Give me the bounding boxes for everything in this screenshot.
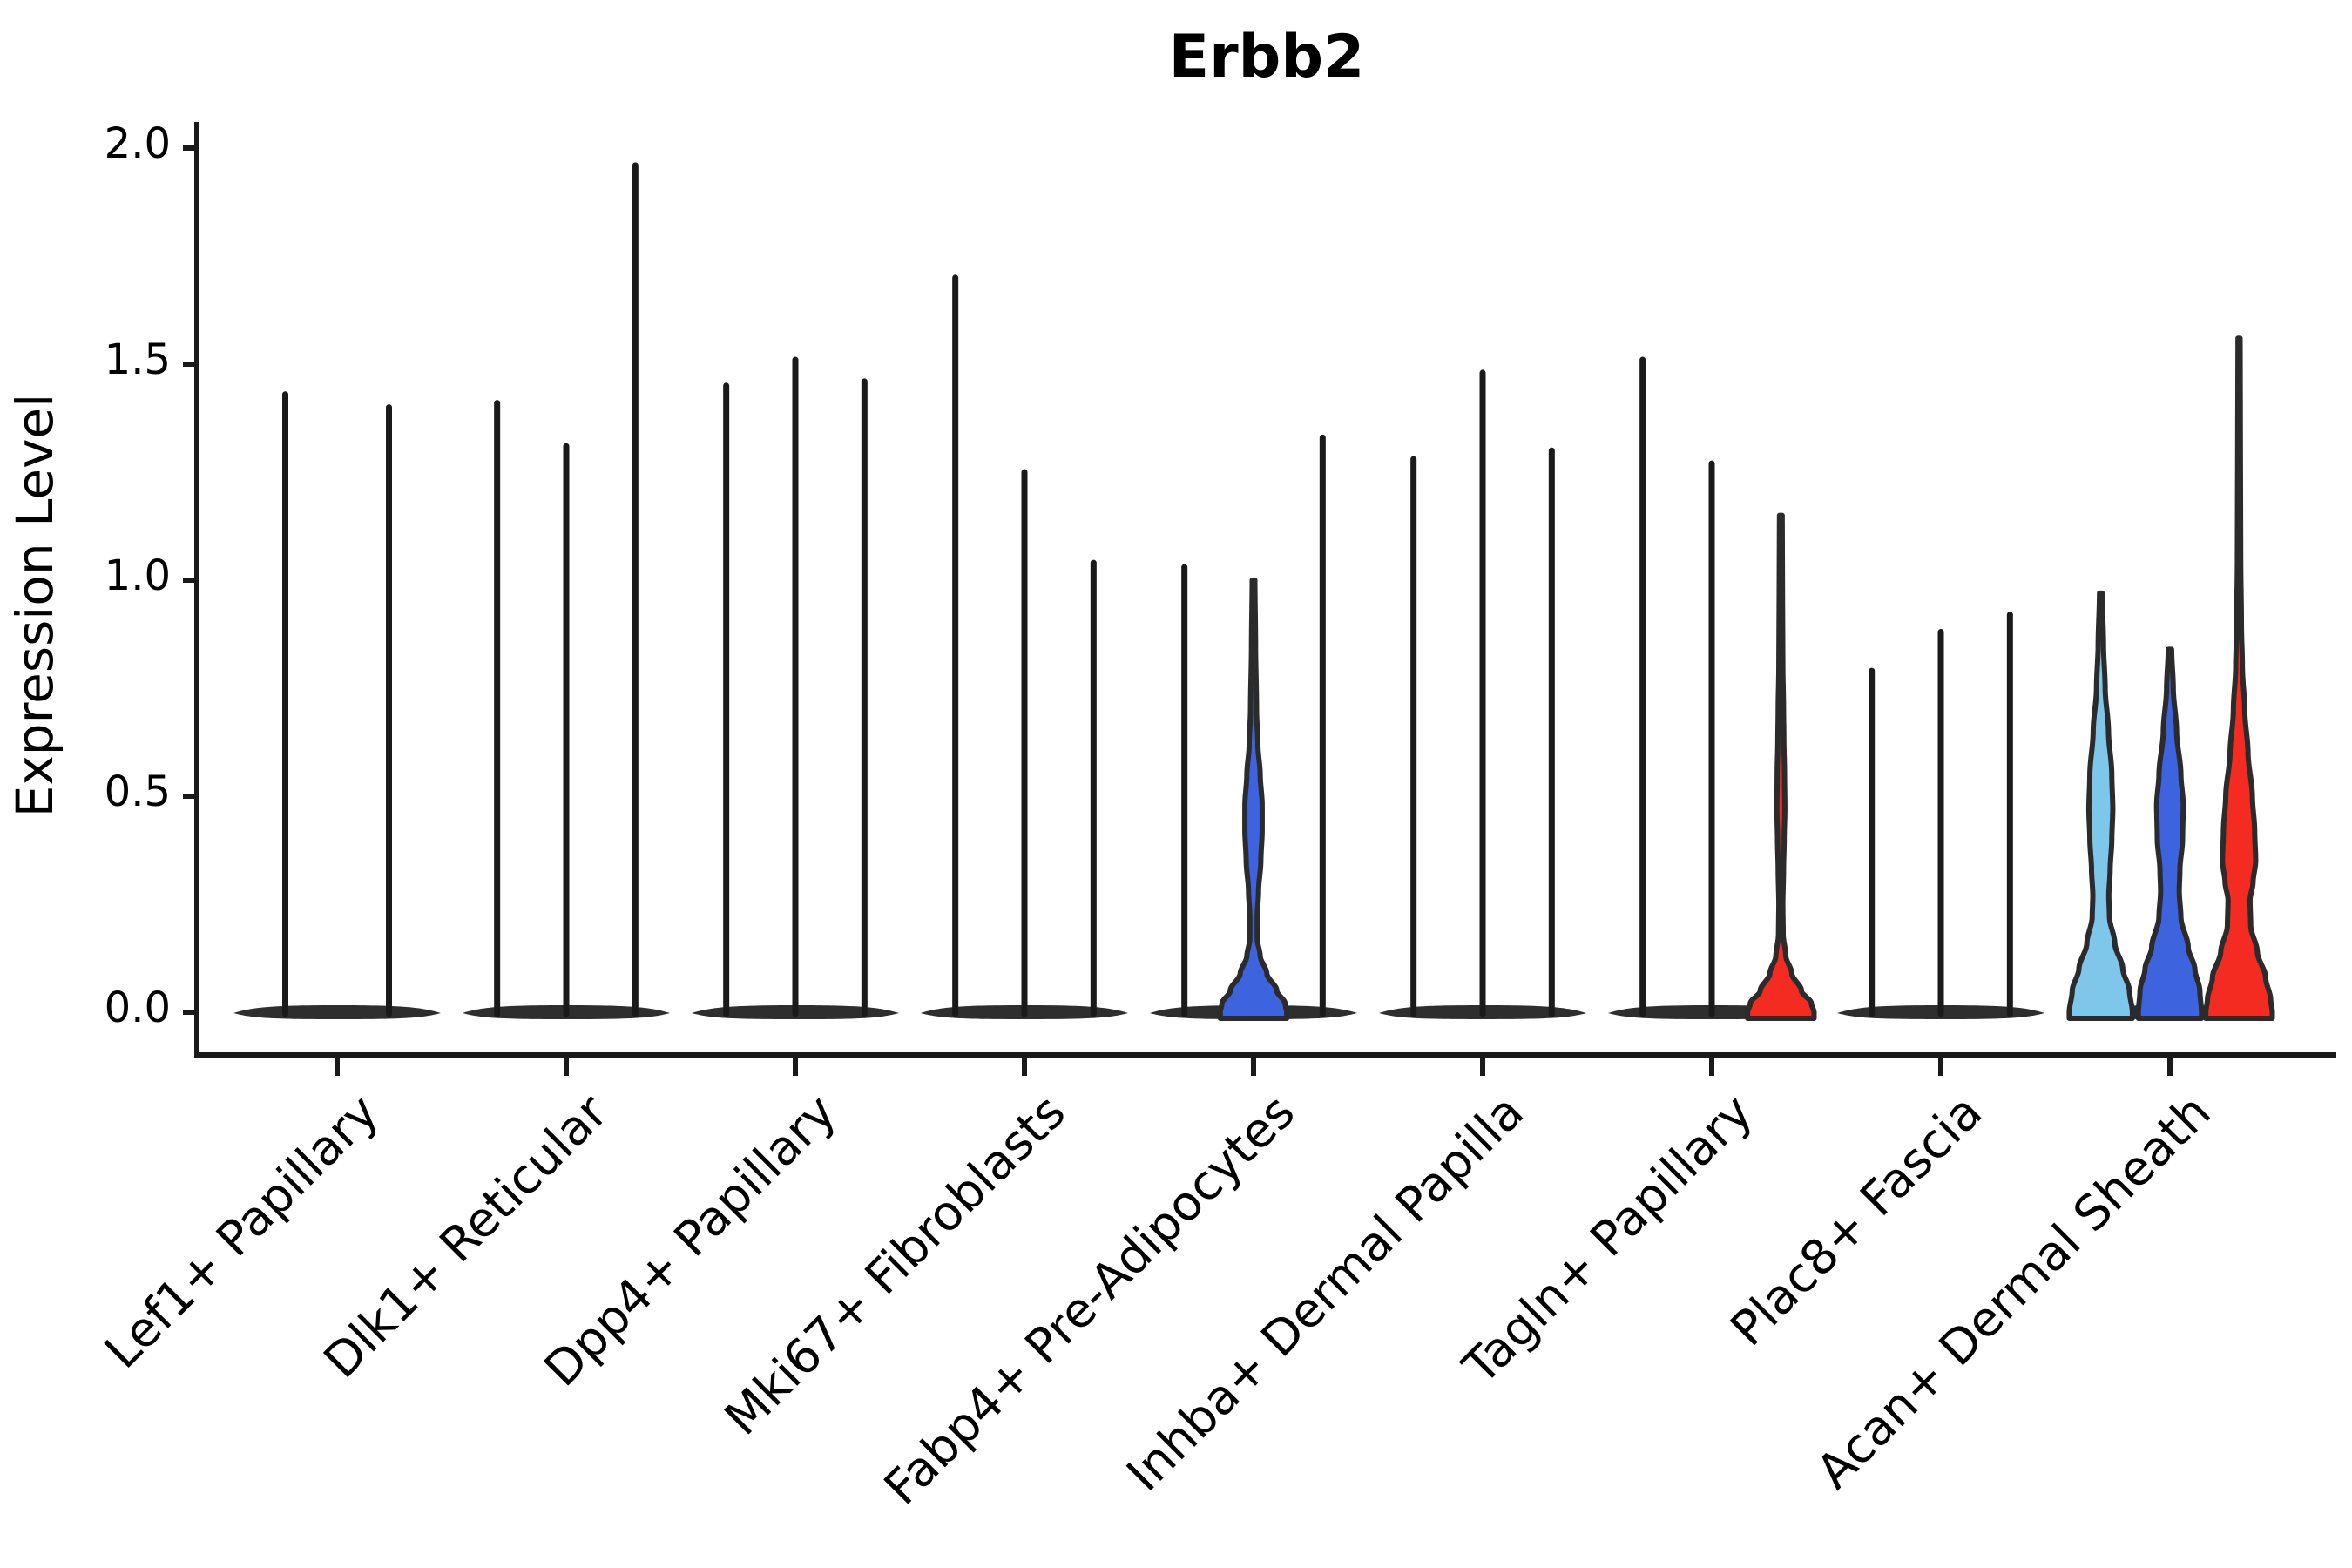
violin-body-blue (2135, 646, 2205, 1021)
y-tick-label: 0.0 (104, 983, 171, 1032)
violin-body-red (2203, 335, 2275, 1021)
y-tick-label: 1.5 (104, 335, 171, 384)
violin-body-red (1745, 512, 1817, 1021)
violin-body-blue (1217, 578, 1290, 1021)
violin-body-skyblue (2066, 590, 2135, 1021)
y-tick-label: 1.0 (104, 551, 171, 600)
violin-zero-body (233, 1005, 441, 1019)
y-tick-label: 0.5 (104, 767, 171, 816)
y-tick-label: 2.0 (104, 119, 171, 168)
chart-title: Erbb2 (1168, 23, 1365, 91)
